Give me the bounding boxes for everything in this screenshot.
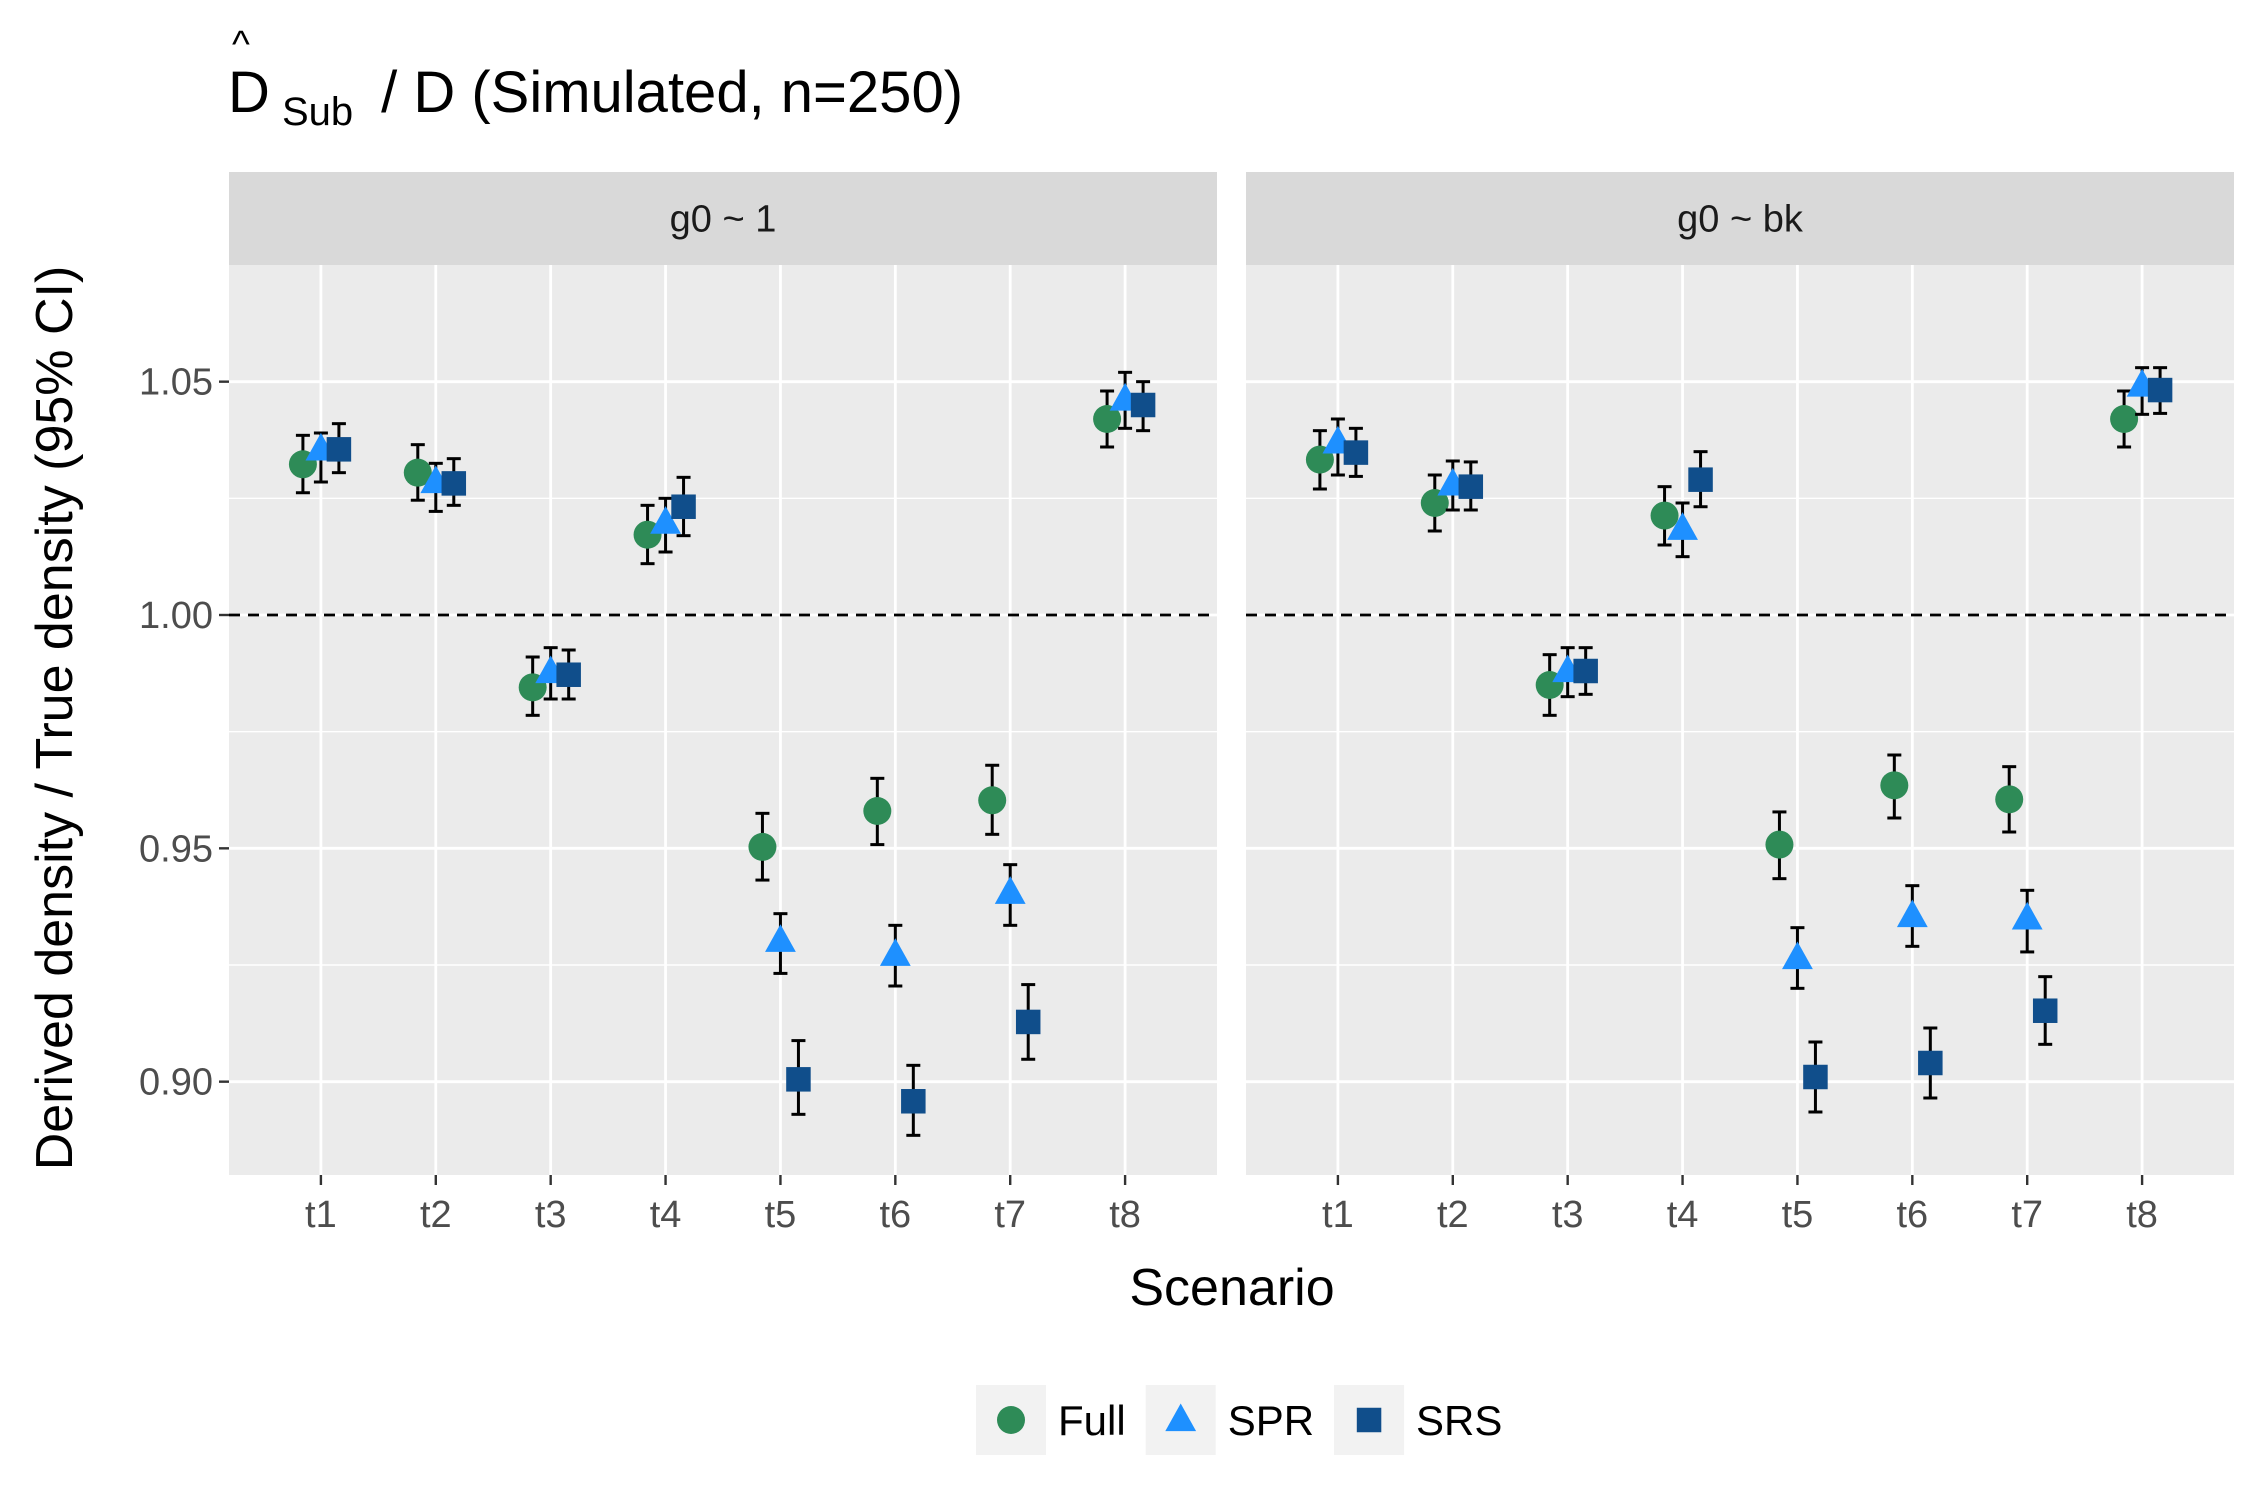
- x-axis-title: Scenario: [1129, 1259, 1334, 1317]
- series-spr: [1322, 366, 2158, 990]
- series-full: [288, 389, 1122, 882]
- data-point: [994, 876, 1026, 904]
- x-tick-label: t1: [305, 1194, 337, 1236]
- data-point: [2011, 901, 2043, 930]
- y-tick-label: 1.00: [139, 595, 213, 637]
- data-point: [901, 1089, 926, 1114]
- data-point: [1918, 1050, 1943, 1076]
- data-point: [1130, 392, 1156, 418]
- legend-item-srs: SRS: [1334, 1385, 1502, 1455]
- data-point: [1688, 467, 1713, 492]
- x-tick-label: t6: [1896, 1194, 1928, 1236]
- x-tick-label: t8: [1109, 1194, 1141, 1236]
- data-point: [403, 458, 432, 487]
- data-point: [1015, 1009, 1041, 1035]
- data-point: [1765, 830, 1794, 859]
- x-tick-label: t3: [1552, 1194, 1584, 1236]
- data-point: [879, 938, 911, 966]
- legend: Full SPR SRS: [976, 1385, 1502, 1455]
- legend-key: [997, 1406, 1025, 1434]
- data-point: [1093, 405, 1122, 433]
- x-tick-label: t1: [1322, 1194, 1354, 1236]
- panels: g0 ~ 1 t1 t2 t3 t4 t5 t6 t7 t8 g0 ~ bk t1 t2 t3 t4 t5 t…: [229, 172, 2234, 1236]
- data-point: [786, 1067, 811, 1092]
- data-point: [2032, 998, 2058, 1023]
- x-tick-label: t5: [765, 1194, 797, 1236]
- panel-1: g0 ~ 1 t1 t2 t3 t4 t5 t6 t7 t8: [229, 172, 1217, 1236]
- x-tick-label: t7: [2011, 1194, 2043, 1236]
- strip-background: [229, 172, 1217, 265]
- data-point: [1667, 512, 1698, 540]
- data-point: [1803, 1064, 1828, 1090]
- x-tick-label: t2: [420, 1194, 452, 1236]
- data-point: [1896, 899, 1928, 928]
- legend-label: SRS: [1416, 1397, 1502, 1444]
- legend-item-spr: SPR: [1145, 1385, 1314, 1455]
- strip-label: g0 ~ 1: [670, 199, 777, 241]
- data-point: [1995, 785, 2024, 814]
- legend-label: SPR: [1228, 1397, 1314, 1444]
- y-tick-label: 1.05: [139, 362, 213, 404]
- legend-key: [1165, 1403, 1197, 1432]
- data-point: [863, 797, 892, 825]
- series-srs: [1343, 366, 2173, 1114]
- y-axis: 0.90 0.95 1.00 1.05: [139, 362, 229, 1104]
- legend-key: [1356, 1407, 1382, 1433]
- y-axis-title: Derived density / True density (95% CI): [26, 266, 84, 1171]
- legend-item-full: Full: [976, 1385, 1126, 1455]
- strip-label: g0 ~ bk: [1677, 199, 1804, 241]
- data-point: [748, 832, 777, 861]
- data-point: [1650, 501, 1679, 530]
- series-srs: [326, 380, 1156, 1137]
- x-tick-label: t2: [1437, 1194, 1469, 1236]
- data-point: [1458, 474, 1484, 499]
- data-point: [2110, 405, 2139, 433]
- data-point: [650, 506, 681, 534]
- y-tick-label: 0.95: [139, 828, 213, 870]
- title-letter: D: [228, 60, 270, 125]
- title-hat: ^: [232, 24, 250, 66]
- panel-2: g0 ~ bk t1 t2 t3 t4 t5 t6 t7 t8: [1246, 172, 2234, 1236]
- data-point: [1782, 941, 1813, 970]
- data-point: [326, 437, 352, 462]
- x-tick-label: t3: [535, 1194, 567, 1236]
- data-point: [1343, 440, 1369, 465]
- data-point: [978, 786, 1007, 815]
- x-tick-label: t7: [994, 1194, 1026, 1236]
- plot-background: [1246, 265, 2234, 1175]
- data-point: [1573, 658, 1598, 684]
- data-point: [556, 662, 581, 687]
- x-tick-label: t8: [2126, 1194, 2158, 1236]
- data-point: [765, 924, 796, 952]
- x-tick-label: t6: [879, 1194, 911, 1236]
- data-point: [1420, 489, 1449, 517]
- x-tick-label: t5: [1782, 1194, 1814, 1236]
- x-tick-label: t4: [650, 1194, 682, 1236]
- data-point: [441, 471, 467, 496]
- title-subscript: Sub: [282, 90, 353, 134]
- x-tick-label: t4: [1667, 1194, 1699, 1236]
- y-tick-label: 0.90: [139, 1062, 213, 1104]
- legend-label: Full: [1058, 1397, 1126, 1444]
- data-point: [1880, 771, 1909, 800]
- plot-background: [229, 265, 1217, 1175]
- title-rest: / D (Simulated, n=250): [365, 60, 963, 125]
- strip-background: [1246, 172, 2234, 265]
- chart-title: ^ D Sub / D (Simulated, n=250): [228, 24, 963, 134]
- data-point: [2147, 377, 2173, 403]
- series-full: [1305, 389, 2139, 881]
- data-point: [671, 494, 696, 519]
